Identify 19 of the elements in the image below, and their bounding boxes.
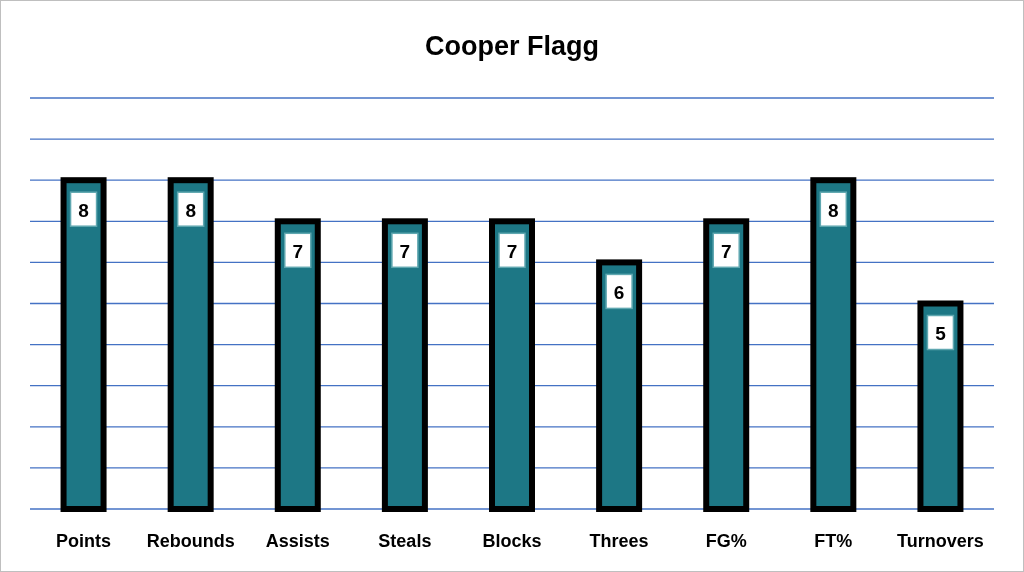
x-tick-label: Blocks	[482, 531, 542, 551]
data-label: 8	[828, 199, 839, 221]
data-label: 7	[399, 240, 411, 262]
x-tick-label: Steals	[378, 531, 432, 551]
x-tick-label: Points	[56, 531, 112, 551]
x-tick-label: Turnovers	[897, 531, 984, 551]
data-label: 7	[506, 240, 518, 262]
data-label: 7	[720, 240, 732, 262]
x-tick-label: Rebounds	[146, 531, 235, 551]
chart-title: Cooper Flagg	[425, 31, 599, 61]
x-tick-label: FT%	[814, 531, 853, 551]
data-label: 5	[935, 323, 947, 344]
data-label: 8	[185, 199, 196, 221]
x-tick-label: Threes	[589, 531, 649, 551]
data-label: 8	[78, 199, 89, 221]
data-label: 6	[613, 281, 625, 303]
x-tick-label: Assists	[265, 531, 330, 551]
x-tick-label: FG%	[705, 531, 747, 551]
data-label: 7	[292, 240, 304, 262]
